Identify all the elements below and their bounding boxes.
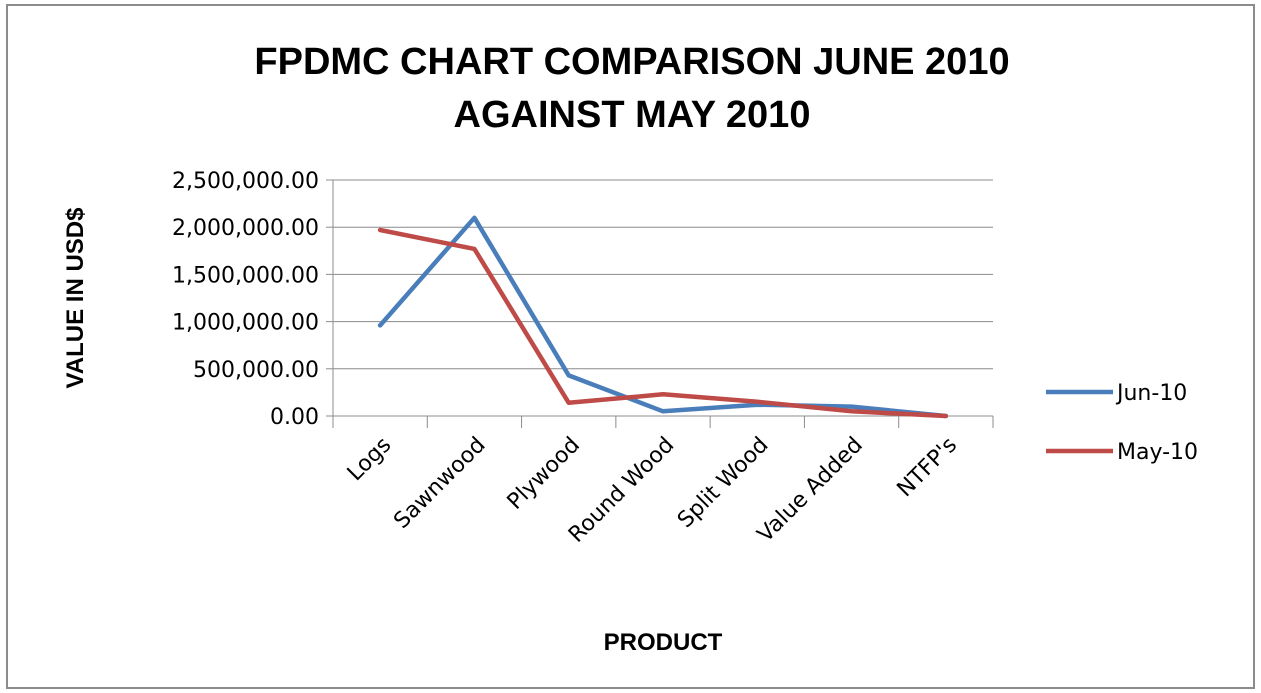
series-line-may-10 xyxy=(377,227,949,419)
y-tick-label: 2,500,000.00 xyxy=(172,169,319,194)
chart-frame xyxy=(6,4,1255,689)
x-tick-label: Plywood xyxy=(503,433,585,515)
legend-label: May-10 xyxy=(1117,440,1198,465)
y-tick-label: 0.00 xyxy=(270,405,319,430)
series-line-jun-10 xyxy=(377,215,949,419)
x-axis-title: PRODUCT xyxy=(604,629,723,656)
chart-title-line-1: FPDMC CHART COMPARISON JUNE 2010 xyxy=(254,41,1009,83)
y-axis-title: VALUE IN USD$ xyxy=(62,207,89,389)
chart-title-line-2: AGAINST MAY 2010 xyxy=(454,94,811,136)
y-tick-labels: 0.00 500,000.00 1,000,000.00 1,500,000.00 2,… xyxy=(172,169,319,430)
axes xyxy=(326,179,994,428)
legend-label: Jun-10 xyxy=(1115,381,1187,406)
x-tick-label: Sawnwood xyxy=(389,433,490,534)
x-tick-label: Split Wood xyxy=(673,433,773,533)
x-tick-label: NTFP's xyxy=(893,433,963,503)
y-tick-label: 2,000,000.00 xyxy=(172,216,319,241)
y-tick-label: 1,500,000.00 xyxy=(172,263,319,288)
legend: Jun-10 May-10 xyxy=(1046,381,1198,465)
series-lines xyxy=(377,215,949,419)
x-tick-label: Logs xyxy=(343,433,397,487)
y-tick-label: 500,000.00 xyxy=(193,358,319,383)
gridlines xyxy=(333,179,993,370)
y-tick-label: 1,000,000.00 xyxy=(172,311,319,336)
